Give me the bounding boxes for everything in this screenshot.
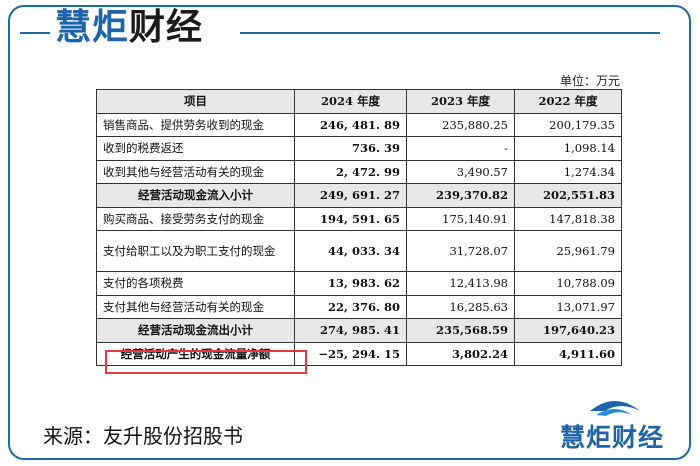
brand-name-accent: 财经 (129, 7, 204, 48)
brand-wave-icon (590, 401, 640, 416)
value-2022: 10,788.09 (514, 271, 622, 296)
value-2023: 16,285.63 (406, 294, 515, 319)
value-2023: 175,140.91 (406, 206, 515, 231)
row-label: 购买商品、接受劳务支付的现金 (96, 206, 295, 231)
row-label: 支付其他与经营活动有关的现金 (96, 294, 295, 319)
value-2022: 200,179.35 (514, 112, 622, 137)
table-row: 支付的各项税费 13, 983. 62 12,413.98 10,788.09 (96, 271, 622, 296)
row-label: 经营活动产生的现金流量净额 (96, 341, 295, 366)
cash-flow-table: 项目 2024 年度 2023 年度 2022 年度 销售商品、提供劳务收到的现… (96, 89, 622, 366)
table-header-row: 项目 2024 年度 2023 年度 2022 年度 (96, 89, 622, 114)
net-cash-flow-row: 经营活动产生的现金流量净额 −25, 294. 15 3,802.24 4,91… (96, 341, 622, 366)
brand-logo-bottom: 慧炬财经 (560, 423, 665, 452)
value-2024: 22, 376. 80 (294, 294, 407, 319)
value-2023: 239,370.82 (406, 183, 515, 208)
value-2023: 235,568.59 (406, 318, 515, 343)
row-label: 支付的各项税费 (96, 271, 295, 296)
header-item: 项目 (96, 89, 295, 114)
source-caption: 来源：友升股份招股书 (43, 424, 243, 448)
value-2023: 12,413.98 (406, 271, 515, 296)
value-2022: 1,274.34 (514, 159, 622, 184)
table-row: 收到其他与经营活动有关的现金 2, 472. 99 3,490.57 1,274… (96, 159, 622, 184)
row-label: 经营活动现金流入小计 (96, 183, 295, 208)
value-2022: 4,911.60 (514, 341, 622, 366)
value-2024: 2, 472. 99 (294, 159, 407, 184)
value-2024: 194, 591. 65 (294, 206, 407, 231)
value-2023: 235,880.25 (406, 112, 515, 137)
value-2024: 736. 39 (294, 136, 407, 161)
divider-top (240, 32, 660, 34)
table-row: 支付给职工以及为职工支付的现金 44, 033. 34 31,728.07 25… (96, 230, 622, 272)
value-2022: 13,071.97 (514, 294, 622, 319)
header-2024: 2024 年度 (294, 89, 407, 114)
row-label: 收到的税费返还 (96, 136, 295, 161)
row-label: 经营活动现金流出小计 (96, 318, 295, 343)
page-frame (8, 5, 691, 460)
row-label: 收到其他与经营活动有关的现金 (96, 159, 295, 184)
value-2022: 202,551.83 (514, 183, 622, 208)
table-row: 收到的税费返还 736. 39 - 1,098.14 (96, 136, 622, 161)
value-2023: 31,728.07 (406, 230, 515, 272)
value-2022: 1,098.14 (514, 136, 622, 161)
header-2022: 2022 年度 (514, 89, 622, 114)
header-2023: 2023 年度 (406, 89, 515, 114)
row-label: 支付给职工以及为职工支付的现金 (96, 230, 295, 272)
table-row: 购买商品、接受劳务支付的现金 194, 591. 65 175,140.91 1… (96, 206, 622, 231)
value-2024: −25, 294. 15 (294, 341, 407, 366)
value-2024: 44, 033. 34 (294, 230, 407, 272)
value-2024: 249, 691. 27 (294, 183, 407, 208)
value-2024: 274, 985. 41 (294, 318, 407, 343)
divider-left (20, 32, 50, 34)
subtotal-row: 经营活动现金流出小计 274, 985. 41 235,568.59 197,6… (96, 318, 622, 343)
value-2022: 197,640.23 (514, 318, 622, 343)
value-2022: 25,961.79 (514, 230, 622, 272)
table-row: 销售商品、提供劳务收到的现金 246, 481. 89 235,880.25 2… (96, 112, 622, 137)
unit-label: 单位：万元 (559, 74, 620, 88)
table-row: 支付其他与经营活动有关的现金 22, 376. 80 16,285.63 13,… (96, 294, 622, 319)
value-2024: 13, 983. 62 (294, 271, 407, 296)
value-2022: 147,818.38 (514, 206, 622, 231)
value-2023: 3,490.57 (406, 159, 515, 184)
value-2023: - (406, 136, 515, 161)
subtotal-row: 经营活动现金流入小计 249, 691. 27 239,370.82 202,5… (96, 183, 622, 208)
brand-name-main: 慧炬 (55, 7, 130, 48)
value-2024: 246, 481. 89 (294, 112, 407, 137)
value-2023: 3,802.24 (406, 341, 515, 366)
row-label: 销售商品、提供劳务收到的现金 (96, 112, 295, 137)
brand-logo-text: 慧炬财经 (55, 8, 203, 48)
